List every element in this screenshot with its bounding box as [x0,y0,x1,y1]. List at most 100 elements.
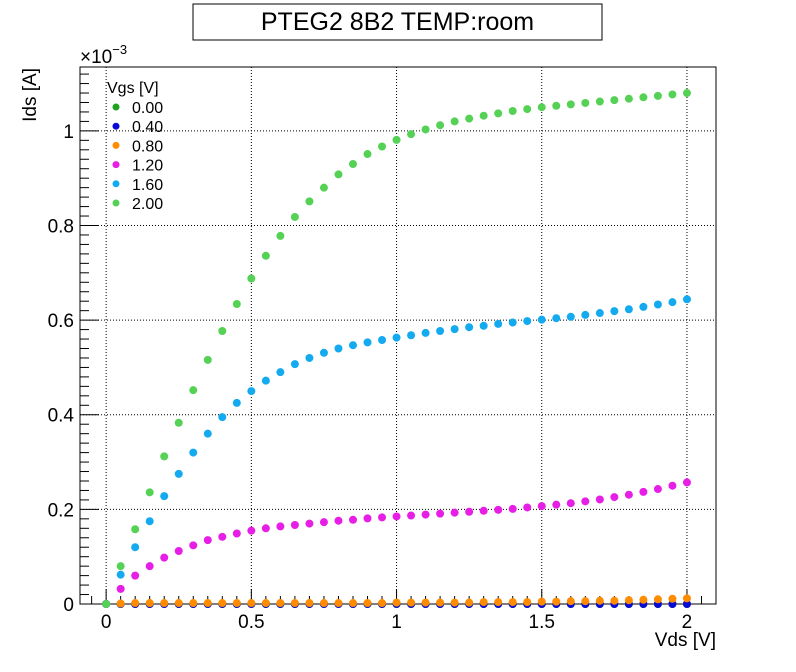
data-point-vgs-1.20 [537,502,546,511]
data-point-vgs-1.20 [392,512,401,521]
data-point-vgs-1.60 [624,305,633,314]
data-point-vgs-0.80 [276,599,285,608]
data-point-vgs-1.20 [160,553,169,562]
legend-title: Vgs [V] [107,80,159,97]
data-point-vgs-1.60 [668,298,677,307]
data-point-vgs-1.20 [508,504,517,513]
data-point-vgs-0.80 [189,599,198,608]
data-point-vgs-1.60 [407,331,416,340]
y-tick-label: 0 [63,595,74,616]
x-tick-label: 0.5 [238,612,264,633]
data-point-vgs-2.00 [537,103,546,112]
data-point-vgs-2.00 [465,114,474,123]
data-point-vgs-0.80 [174,599,183,608]
data-point-vgs-1.20 [639,487,648,496]
data-point-vgs-1.20 [682,478,691,487]
data-point-vgs-0.80 [523,598,532,607]
data-point-vgs-2.00 [552,101,561,110]
data-point-vgs-2.00 [247,274,256,283]
data-point-vgs-0.80 [319,599,328,608]
data-point-vgs-0.80 [334,599,343,608]
data-point-vgs-1.60 [363,338,372,347]
data-point-vgs-1.60 [479,321,488,330]
data-point-vgs-0.80 [682,594,691,603]
data-point-vgs-0.80 [450,598,459,607]
data-point-vgs-0.80 [232,599,241,608]
data-point-vgs-2.00 [348,159,357,168]
data-point-vgs-1.60 [450,325,459,334]
data-point-vgs-2.00 [566,100,575,109]
data-point-vgs-1.60 [247,387,256,396]
data-point-vgs-1.20 [348,515,357,524]
data-point-vgs-1.60 [552,314,561,323]
data-point-vgs-2.00 [131,525,140,534]
chart-title-box [192,3,603,41]
data-point-vgs-0.80 [494,598,503,607]
data-point-vgs-1.20 [131,571,140,580]
data-point-vgs-1.20 [668,481,677,490]
data-point-vgs-1.20 [523,503,532,512]
data-point-vgs-2.00 [508,107,517,116]
data-point-vgs-2.00 [392,135,401,144]
data-point-vgs-1.20 [174,547,183,556]
data-point-vgs-1.60 [290,360,299,369]
data-point-vgs-1.60 [203,429,212,438]
y-tick-label: 1 [63,122,74,143]
data-point-vgs-0.80 [421,598,430,607]
legend-marker [112,199,120,207]
data-point-vgs-0.80 [566,597,575,606]
data-point-vgs-1.20 [305,519,314,528]
data-point-vgs-0.80 [508,598,517,607]
data-point-vgs-1.20 [276,522,285,531]
data-point-vgs-1.60 [276,368,285,377]
data-point-vgs-2.00 [276,231,285,240]
data-point-vgs-2.00 [261,251,270,260]
data-point-vgs-2.00 [363,150,372,159]
data-point-vgs-1.20 [189,541,198,550]
y-axis-title: Ids [A] [20,68,41,122]
legend-marker [112,103,120,111]
data-point-vgs-1.20 [378,513,387,522]
data-point-vgs-0.80 [552,597,561,606]
data-point-vgs-0.80 [131,599,140,608]
data-point-vgs-0.80 [653,595,662,604]
data-point-vgs-0.80 [363,599,372,608]
data-point-vgs-1.60 [305,353,314,362]
data-point-vgs-1.20 [581,497,590,506]
data-point-vgs-2.00 [203,355,212,364]
data-point-vgs-2.00 [407,130,416,139]
data-point-vgs-1.60 [232,398,241,407]
y-tick-label: 0.6 [48,311,74,332]
data-point-vgs-1.20 [116,584,125,593]
data-point-vgs-1.20 [421,510,430,519]
data-point-vgs-0.80 [537,597,546,606]
data-point-vgs-1.60 [261,376,270,385]
data-point-vgs-0.80 [436,598,445,607]
data-point-vgs-0.80 [290,599,299,608]
data-point-vgs-1.20 [436,509,445,518]
legend-label: 1.60 [132,177,163,194]
data-point-vgs-2.00 [595,97,604,106]
data-point-vgs-1.20 [290,520,299,529]
data-point-vgs-1.20 [247,526,256,535]
data-point-vgs-1.20 [145,562,154,571]
data-point-vgs-1.60 [160,492,169,501]
data-point-vgs-2.00 [319,183,328,192]
data-point-vgs-1.20 [566,499,575,508]
data-point-vgs-1.60 [334,344,343,353]
data-point-vgs-1.20 [261,524,270,533]
data-point-vgs-2.00 [479,111,488,120]
data-point-vgs-1.60 [378,335,387,344]
y-exponent-base: ×10 [80,47,112,68]
y-axis-exponent: ×10−3 [80,42,127,68]
data-point-vgs-2.00 [290,212,299,221]
x-tick-label: 2 [682,612,693,633]
data-point-vgs-0.80 [203,599,212,608]
data-point-vgs-1.20 [218,532,227,541]
data-point-vgs-1.60 [508,318,517,327]
data-point-vgs-2.00 [378,142,387,151]
data-point-vgs-1.60 [682,295,691,304]
data-point-vgs-1.60 [131,543,140,552]
y-tick-label: 0.4 [48,406,75,427]
legend-label: 0.80 [132,138,163,155]
